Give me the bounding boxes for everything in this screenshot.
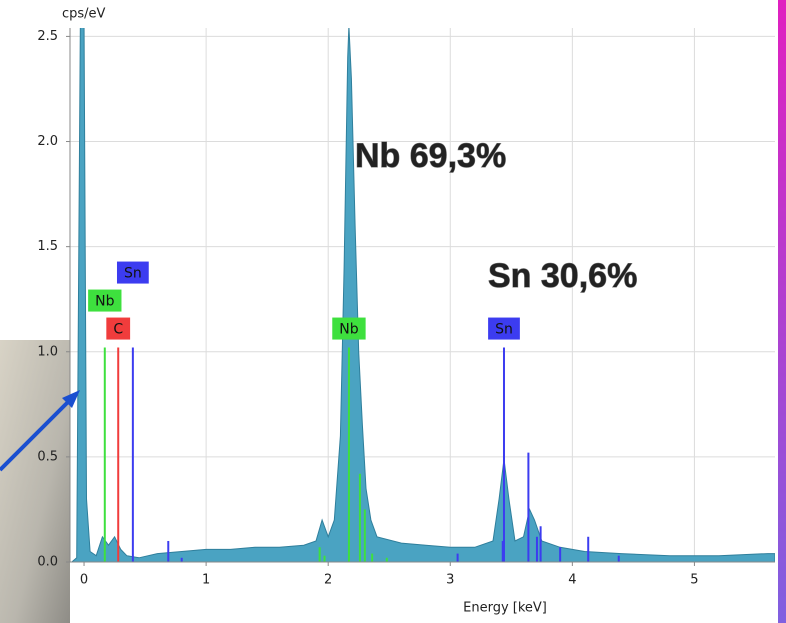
plot: [70, 28, 775, 562]
annotation: Sn 30,6%: [488, 257, 637, 295]
element-label: Sn: [495, 322, 513, 338]
element-label-box: [106, 317, 131, 340]
element-label-box: [88, 289, 122, 312]
element-label-box: [488, 317, 520, 340]
y-tick-label: 0.0: [37, 555, 58, 570]
x-tick-label: 3: [446, 573, 454, 588]
side-bar: [778, 0, 786, 623]
pointer-arrow: [0, 390, 80, 472]
element-label: Nb: [339, 322, 358, 338]
element-label: C: [113, 322, 123, 338]
x-tick-label: 1: [202, 573, 210, 588]
x-tick-label: 2: [324, 573, 332, 588]
element-label-box: [116, 261, 149, 284]
y-tick-label: 0.5: [37, 449, 58, 464]
plot-area: [70, 28, 775, 562]
x-tick-label: 0: [80, 573, 88, 588]
y-tick-label: 2.5: [37, 29, 58, 44]
x-tick-label: 5: [690, 573, 698, 588]
x-tick-label: 4: [568, 573, 576, 588]
x-axis-label: Energy [keV]: [463, 601, 547, 616]
y-tick-label: 1.0: [37, 344, 58, 359]
y-tick-label: 1.5: [37, 239, 58, 254]
y-axis-label: cps/eV: [62, 7, 106, 22]
element-label: Sn: [124, 266, 142, 282]
y-tick-label: 2.0: [37, 134, 58, 149]
photo-fragment: [0, 340, 70, 623]
spectrum-area: [71, 28, 775, 562]
element-label: Nb: [95, 294, 114, 310]
element-label-box: [332, 317, 366, 340]
annotation: Nb 69,3%: [355, 137, 506, 175]
